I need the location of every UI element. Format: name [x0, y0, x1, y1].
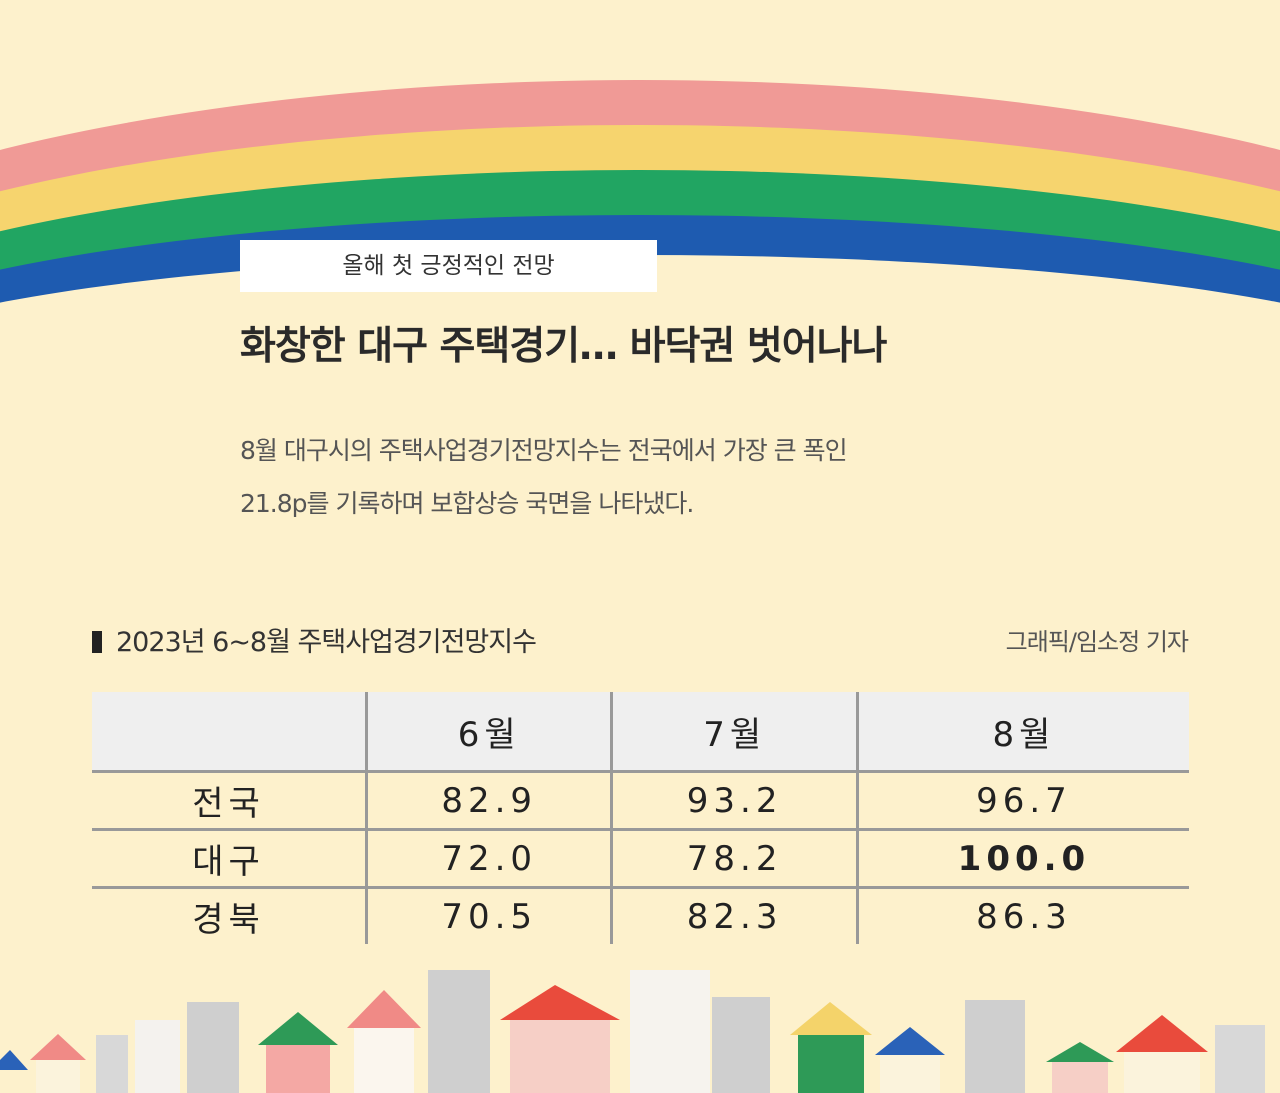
rainbow [0, 80, 1280, 340]
column-header: 7월 [610, 692, 858, 773]
cell: 72.0 [364, 829, 612, 889]
row: 경북 70.5 82.3 86.3 [92, 887, 1189, 944]
header-row: 6월 7월 8월 [92, 692, 1189, 773]
row-label: 대구 [92, 829, 367, 889]
cell: 100.0 [855, 829, 1189, 889]
cell: 78.2 [610, 829, 858, 889]
title: 화창한 대구 주택경기… 바닥권 벗어나나 [240, 324, 887, 369]
cell: 96.7 [855, 771, 1189, 831]
row: 전국 82.9 93.2 96.7 [92, 771, 1189, 831]
tag: 올해 첫 긍정적인 전망 [240, 240, 657, 292]
row-label: 경북 [192, 900, 265, 940]
cell: 82.3 [610, 887, 858, 944]
column-header: 6월 [364, 692, 612, 773]
cell: 82.9 [364, 771, 612, 831]
column-header: 8월 [855, 692, 1189, 773]
skyline [0, 970, 1265, 1093]
data-table: 6월 7월 8월 전국 82.9 93.2 96.7 대구 72.0 78.2 100.0 … [92, 692, 1189, 944]
cell: 93.2 [610, 771, 858, 831]
corner-cell [92, 692, 367, 773]
cell: 70.5 [364, 887, 612, 944]
description-line: 8월 대구시의 주택사업경기전망지수는 전국에서 가장 큰 폭인 [240, 436, 848, 465]
description: 8월 대구시의 주택사업경기전망지수는 전국에서 가장 큰 폭인 21.8p를 … [240, 424, 848, 530]
table-caption: 2023년 6~8월 주택사업경기전망지수 [92, 620, 537, 659]
cell: 86.3 [855, 887, 1189, 944]
credit: 그래픽/임소정 기자 [1005, 628, 1189, 656]
row-label: 전국 [92, 771, 367, 831]
description-line: 21.8p를 기록하며 보합상승 국면을 나타냈다. [240, 489, 694, 518]
row: 대구 72.0 78.2 100.0 [92, 829, 1189, 889]
